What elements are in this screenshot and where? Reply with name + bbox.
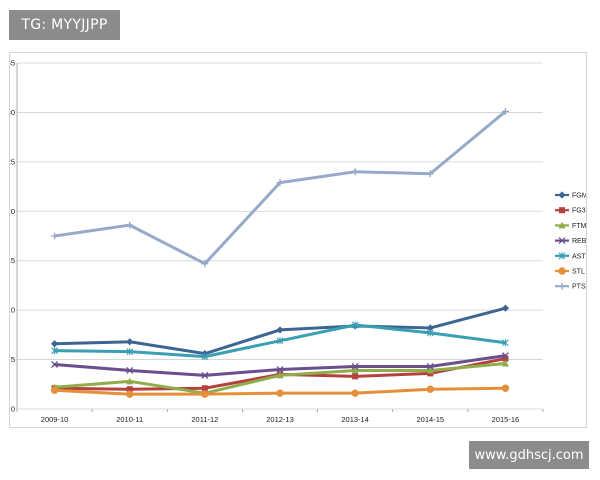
chart-frame: 0 5 10 15 20 25 30 35 2009-10 2010-11 2011-12 2012-… [9, 52, 587, 428]
x-tick-label-2013-14: 2013-14 [341, 415, 369, 424]
data-point-reb-5 [426, 363, 434, 370]
y-tick-label-15: 15 [10, 256, 15, 265]
y-tick-label-25: 25 [10, 157, 15, 166]
data-point-reb-1 [126, 366, 134, 374]
data-point-fgm-0 [50, 340, 59, 348]
x-tick-label-2015-16: 2015-16 [492, 415, 520, 424]
data-point-fg3m-1 [126, 386, 133, 393]
data-point-reb-3 [276, 365, 284, 373]
x-tick-label-2012-13: 2012-13 [266, 415, 294, 424]
legend-marker-reb [558, 237, 566, 245]
data-point-reb-6 [501, 352, 509, 360]
legend-label-ast: AST [572, 253, 586, 260]
data-point-reb-0 [51, 361, 59, 368]
y-tick-label-10: 10 [10, 306, 15, 315]
data-point-ast-4 [351, 321, 359, 329]
legend-label-reb: REB [572, 238, 586, 245]
data-point-ftm-3 [276, 371, 284, 379]
y-tick-label-20: 20 [10, 207, 15, 216]
legend-label-stl: STL [572, 269, 585, 276]
y-tick-label-30: 30 [10, 108, 15, 117]
y-tick-label-35: 35 [10, 59, 15, 68]
legend-marker-fg3m [559, 207, 565, 214]
x-tick-label-2014-15: 2014-15 [417, 415, 445, 424]
data-point-pts-3 [276, 179, 284, 187]
data-point-ftm-1 [126, 377, 134, 385]
data-point-stl-2 [201, 390, 209, 398]
y-tick-label-5: 5 [11, 355, 15, 364]
data-point-reb-4 [351, 363, 359, 370]
data-point-ast-6 [502, 339, 509, 347]
watermark-badge-top: TG: MYYJJPP [9, 10, 120, 40]
data-point-stl-5 [426, 385, 434, 393]
data-point-ftm-4 [351, 366, 359, 374]
line-chart: 0 5 10 15 20 25 30 35 2009-10 2010-11 2011-12 2012-… [10, 59, 586, 425]
data-point-reb-2 [201, 371, 209, 379]
legend-marker-fgm [558, 191, 566, 199]
data-point-stl-1 [126, 390, 134, 398]
data-point-pts-5 [426, 170, 434, 178]
data-point-stl-0 [50, 386, 59, 394]
y-tick-label-0: 0 [11, 405, 15, 414]
data-point-pts-6 [501, 107, 509, 115]
data-point-fgm-5 [426, 324, 434, 332]
data-point-pts-2 [201, 260, 209, 268]
data-point-stl-4 [351, 389, 359, 397]
legend-label-fg3m: FG3M [572, 208, 586, 215]
legend-marker-ast [558, 252, 566, 260]
data-point-fgm-1 [126, 338, 134, 346]
legend-label-pts: PTS [572, 284, 586, 291]
data-point-fg3m-6 [502, 355, 509, 362]
data-point-ast-5 [426, 329, 434, 337]
series-line-pts [54, 110, 507, 266]
legend-label-ftm: FTM [572, 223, 586, 230]
data-point-pts-0 [51, 232, 59, 240]
data-point-stl-6 [501, 384, 510, 392]
data-point-fg3m-2 [201, 385, 208, 392]
legend-marker-pts [558, 282, 566, 290]
x-tick-label-2011-12: 2011-12 [191, 415, 218, 424]
data-point-pts-1 [126, 221, 134, 229]
data-point-ast-2 [201, 353, 209, 361]
x-tick-label-2010-11: 2010-11 [116, 415, 143, 424]
legend-marker-stl [558, 267, 566, 275]
data-point-fg3m-4 [352, 373, 359, 380]
data-point-stl-3 [276, 389, 284, 397]
data-point-ast-0 [51, 347, 58, 355]
data-point-ftm-5 [426, 366, 434, 374]
data-point-ftm-6 [501, 359, 510, 367]
legend-marker-ftm [558, 221, 566, 229]
x-tick-label-2009-10: 2009-10 [41, 415, 69, 424]
data-point-fgm-6 [501, 304, 510, 312]
data-point-ast-1 [126, 348, 134, 356]
data-point-ast-3 [276, 337, 284, 345]
legend-label-fgm: FGM [572, 193, 586, 200]
data-point-fgm-3 [276, 326, 284, 334]
watermark-badge-bottom: www.gdhscj.com [469, 441, 589, 469]
data-point-pts-4 [351, 168, 359, 176]
